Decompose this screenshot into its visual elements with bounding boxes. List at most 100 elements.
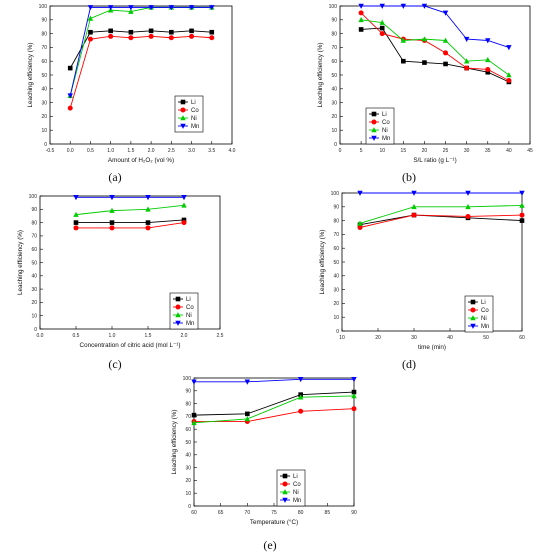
y-tick-label: 0 — [188, 504, 191, 510]
data-point-ni — [244, 416, 251, 422]
chart-panel-d: 10 20 30 40 50 60 0 10 20 30 40 50 60 70 80 90 100 time (… — [300, 188, 540, 353]
legend-label-mn: Mn — [382, 136, 390, 142]
legend-marker-ni — [470, 315, 476, 321]
chart-svg-e: 60 65 70 75 80 85 90 0 10 20 30 40 50 60 70 80 90 100 Temp… — [171, 376, 357, 526]
y-tick-label: 0 — [334, 142, 337, 148]
x-tick-label: 0.0 — [37, 333, 44, 339]
x-tick-label: 0 — [339, 148, 342, 154]
y-tick-label: 70 — [333, 232, 339, 238]
series-line-co — [360, 12, 510, 81]
y-tick-label: 0 — [336, 329, 339, 335]
x-tick-label: 1.5 — [127, 148, 134, 154]
legend-marker-ni — [282, 489, 288, 495]
legend-label-ni: Ni — [481, 316, 487, 322]
y-tick-label: 40 — [31, 274, 37, 280]
y-tick-label: 20 — [185, 478, 191, 484]
data-point-mn — [400, 3, 407, 9]
series-line-ni — [75, 204, 185, 216]
data-point-ni — [519, 202, 525, 208]
data-point-ni — [351, 393, 357, 399]
legend-label-co: Co — [382, 120, 390, 126]
data-point-li — [169, 29, 174, 35]
y-tick-label: 80 — [41, 31, 47, 37]
data-point-li — [379, 25, 385, 31]
series-line-mn — [361, 5, 510, 48]
y-tick-label: 70 — [331, 45, 337, 51]
y-axis-label: Leaching efficiency (%) — [171, 410, 178, 475]
y-tick-label: 80 — [31, 220, 37, 226]
y-tick-label: 10 — [31, 314, 37, 320]
legend: Li Co Ni Mn — [365, 107, 395, 145]
x-tick-label: 20 — [375, 335, 381, 341]
legend-marker-ni — [175, 312, 181, 318]
data-point-ni — [73, 211, 79, 217]
legend-marker-co — [180, 107, 186, 113]
data-point-ni — [379, 19, 385, 25]
data-point-mn — [358, 3, 364, 9]
series-line-ni — [193, 395, 355, 424]
data-point-co — [506, 78, 512, 84]
x-tick-label: 60 — [191, 510, 197, 516]
data-point-li — [519, 218, 525, 223]
data-point-co — [464, 65, 470, 71]
y-tick-label: 50 — [331, 73, 337, 79]
y-tick-label: 60 — [31, 247, 37, 253]
data-point-li — [73, 220, 79, 225]
y-tick-label: 40 — [185, 453, 191, 459]
y-tick-label: 100 — [39, 4, 48, 10]
data-point-co — [465, 213, 471, 219]
data-point-mn — [411, 190, 417, 196]
chart-panel-c: 0.0 0.5 1.0 1.5 2.0 2.5 0 10 20 30 40 50 60 70 80 90 100… — [0, 188, 240, 353]
data-point-li — [67, 65, 73, 71]
legend-marker-co — [470, 307, 476, 313]
data-point-ni — [465, 203, 471, 210]
data-point-mn — [519, 190, 525, 196]
y-tick-label: 60 — [185, 427, 191, 433]
y-tick-label: 40 — [331, 87, 337, 93]
data-point-mn — [506, 45, 512, 51]
x-tick-label: 10 — [379, 148, 385, 154]
data-point-co — [108, 33, 114, 39]
legend-label-co: Co — [191, 108, 199, 114]
data-point-mn — [244, 379, 251, 385]
legend-marker-li — [180, 99, 186, 105]
x-tick-label: 4.0 — [229, 148, 236, 154]
data-point-mn — [351, 376, 357, 383]
y-tick-label: 30 — [333, 287, 339, 293]
data-point-co — [411, 212, 417, 218]
chart-svg-c: 0.0 0.5 1.0 1.5 2.0 2.5 0 10 20 30 40 50 60 70 80 90 100… — [17, 194, 224, 349]
data-point-ni — [506, 72, 512, 78]
data-point-co — [87, 36, 93, 42]
data-point-li — [351, 389, 357, 395]
legend-label-ni: Ni — [186, 313, 192, 319]
legend-label-mn: Mn — [481, 324, 489, 330]
data-point-ni — [297, 394, 304, 400]
data-point-mn — [191, 379, 197, 385]
data-point-li — [245, 411, 250, 417]
legend-marker-li — [371, 111, 377, 117]
data-point-ni — [421, 36, 428, 42]
data-point-co — [519, 212, 525, 218]
y-tick-label: 10 — [331, 128, 337, 134]
data-point-ni — [442, 37, 449, 43]
data-point-li — [209, 29, 215, 35]
x-tick-label: 85 — [325, 510, 331, 516]
data-point-li — [189, 28, 194, 34]
y-tick-label: 30 — [331, 100, 337, 106]
y-tick-label: 80 — [331, 31, 337, 37]
x-tick-label: 2.5 — [168, 148, 175, 154]
y-tick-label: 20 — [331, 114, 337, 120]
legend-label-co: Co — [186, 305, 194, 311]
series-line-co — [194, 408, 355, 422]
data-point-mn — [421, 3, 428, 9]
y-axis-label: Leaching efficiency (%) — [17, 230, 24, 295]
y-tick-label: 60 — [333, 246, 339, 252]
data-point-ni — [191, 419, 197, 426]
x-tick-label: 3.0 — [188, 148, 195, 154]
x-tick-label: 15 — [401, 148, 407, 154]
x-axis-label: Concentration of citric acid (mol L⁻¹) — [80, 342, 181, 349]
x-tick-label: 20 — [422, 148, 428, 154]
y-tick-label: 30 — [41, 100, 47, 106]
legend: Li Co Ni Mn — [464, 295, 494, 333]
x-tick-label: 5 — [360, 148, 363, 154]
